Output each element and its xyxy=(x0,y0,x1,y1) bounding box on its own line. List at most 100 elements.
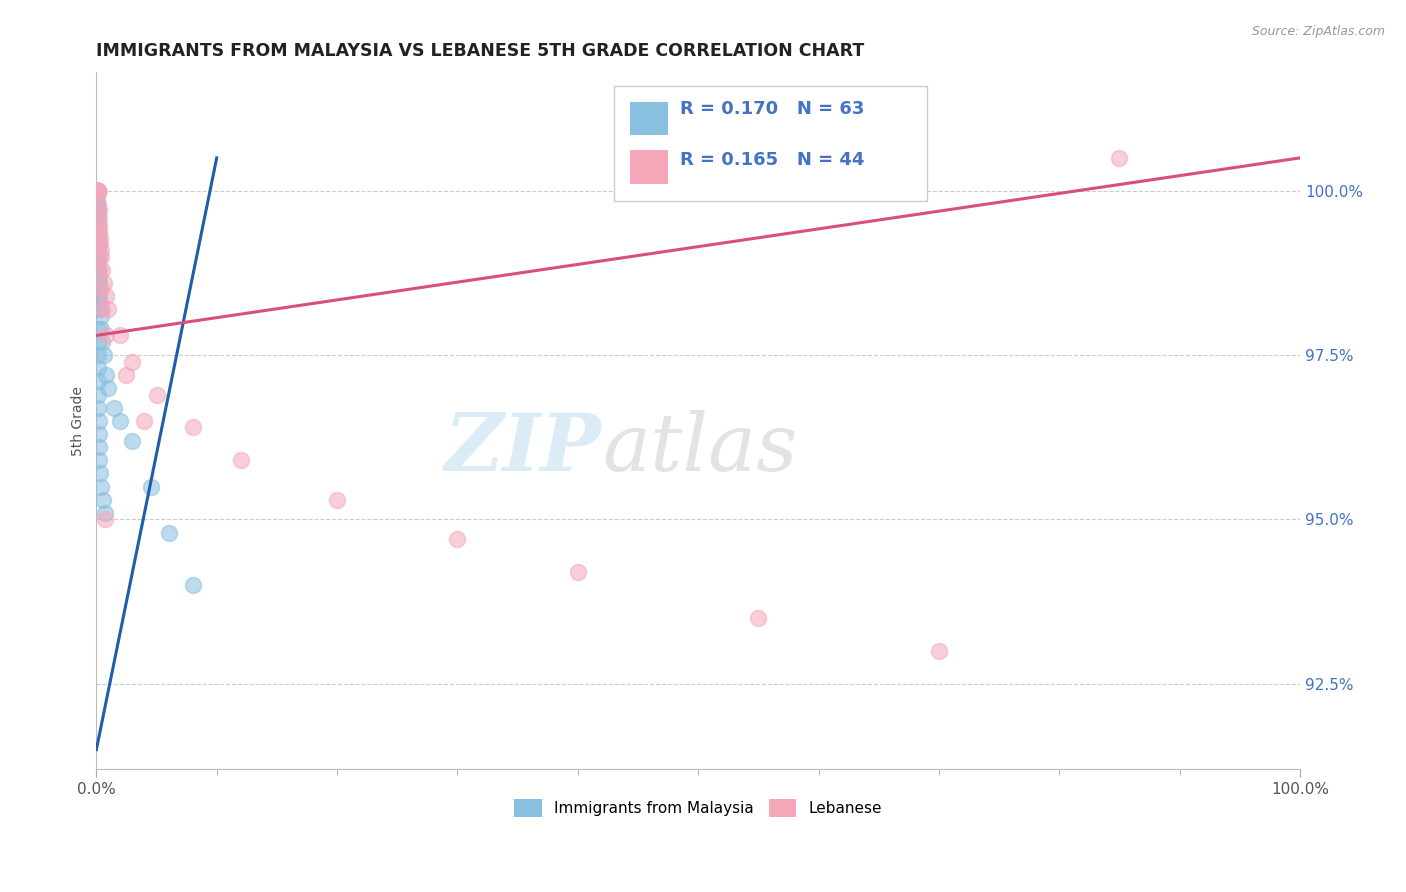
Point xyxy=(86,184,108,198)
Point xyxy=(86,289,108,303)
Point xyxy=(87,440,110,454)
Bar xyxy=(630,102,668,136)
Point xyxy=(87,184,110,198)
Point xyxy=(89,289,111,303)
Point xyxy=(86,197,108,211)
Point xyxy=(86,184,108,198)
Point xyxy=(86,322,108,336)
Point xyxy=(567,565,589,579)
Point xyxy=(87,250,110,264)
Point xyxy=(86,302,108,317)
Y-axis label: 5th Grade: 5th Grade xyxy=(72,386,86,456)
Legend: Immigrants from Malaysia, Lebanese: Immigrants from Malaysia, Lebanese xyxy=(506,791,890,824)
Point xyxy=(86,334,108,349)
Point xyxy=(91,302,114,317)
Point xyxy=(86,203,108,218)
Point xyxy=(86,184,108,198)
Point xyxy=(87,184,110,198)
Point xyxy=(86,184,108,198)
Point xyxy=(121,434,143,448)
Point xyxy=(86,236,108,251)
Point xyxy=(94,289,117,303)
Point xyxy=(97,381,120,395)
Point xyxy=(110,414,132,428)
Point xyxy=(89,223,111,237)
Text: IMMIGRANTS FROM MALAYSIA VS LEBANESE 5TH GRADE CORRELATION CHART: IMMIGRANTS FROM MALAYSIA VS LEBANESE 5TH… xyxy=(97,42,865,60)
Point xyxy=(94,512,117,526)
Point xyxy=(928,644,950,658)
Point xyxy=(90,322,112,336)
Point xyxy=(86,262,108,277)
Point xyxy=(89,236,111,251)
Point xyxy=(87,282,110,296)
Point xyxy=(103,401,125,415)
Point xyxy=(89,262,111,277)
Text: R = 0.170   N = 63: R = 0.170 N = 63 xyxy=(681,101,865,119)
Point xyxy=(94,328,117,343)
Point xyxy=(86,197,108,211)
Point xyxy=(139,480,162,494)
Point xyxy=(90,282,112,296)
Point xyxy=(110,328,132,343)
Point xyxy=(86,223,108,237)
Point xyxy=(89,453,111,467)
Point xyxy=(86,229,108,244)
Point xyxy=(87,217,110,231)
Point xyxy=(181,420,204,434)
Point xyxy=(157,525,180,540)
Bar xyxy=(630,151,668,184)
Point xyxy=(1108,151,1130,165)
Point xyxy=(87,243,110,257)
Point xyxy=(87,427,110,442)
Point xyxy=(86,210,108,224)
Text: Source: ZipAtlas.com: Source: ZipAtlas.com xyxy=(1251,25,1385,38)
Point xyxy=(90,480,112,494)
Point xyxy=(89,229,111,244)
Point xyxy=(87,250,110,264)
Point xyxy=(86,217,108,231)
Point xyxy=(87,387,110,401)
Point xyxy=(145,387,167,401)
Point xyxy=(86,184,108,198)
Point xyxy=(93,348,115,362)
Point xyxy=(87,401,110,415)
Point xyxy=(87,184,110,198)
Point xyxy=(86,184,108,198)
Point xyxy=(115,368,138,382)
Point xyxy=(87,223,110,237)
Point xyxy=(91,492,114,507)
Point xyxy=(86,190,108,204)
Point xyxy=(90,309,112,323)
Point xyxy=(87,276,110,290)
Point xyxy=(93,276,115,290)
Point xyxy=(87,210,110,224)
Point xyxy=(87,203,110,218)
Point xyxy=(229,453,252,467)
Point xyxy=(326,492,349,507)
Point xyxy=(87,250,110,264)
Point xyxy=(87,375,110,389)
Point xyxy=(87,348,110,362)
Point xyxy=(91,334,114,349)
Point xyxy=(87,361,110,376)
FancyBboxPatch shape xyxy=(614,87,927,202)
Point xyxy=(89,467,111,481)
Point xyxy=(90,250,112,264)
Point xyxy=(86,250,108,264)
Point xyxy=(94,506,117,520)
Point xyxy=(747,611,769,625)
Point xyxy=(86,184,108,198)
Point xyxy=(134,414,156,428)
Point xyxy=(87,414,110,428)
Point xyxy=(87,236,110,251)
Point xyxy=(86,184,108,198)
Point xyxy=(87,269,110,284)
Point xyxy=(86,184,108,198)
Point xyxy=(87,243,110,257)
Point xyxy=(94,368,117,382)
Point xyxy=(446,532,468,546)
Point xyxy=(87,184,110,198)
Point xyxy=(89,302,111,317)
Point xyxy=(87,184,110,198)
Point xyxy=(87,229,110,244)
